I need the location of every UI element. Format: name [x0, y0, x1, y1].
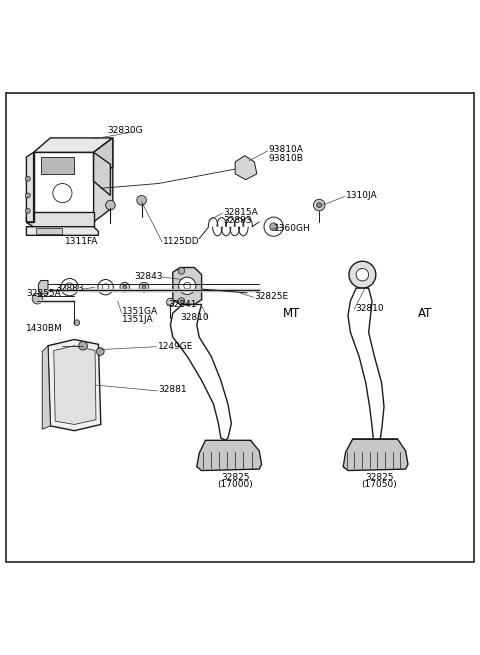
- Text: 1310JA: 1310JA: [346, 191, 377, 200]
- Circle shape: [53, 183, 72, 202]
- Text: 32830G: 32830G: [107, 126, 143, 135]
- Circle shape: [61, 278, 78, 296]
- Text: 32825: 32825: [221, 473, 250, 482]
- Polygon shape: [41, 157, 74, 174]
- Circle shape: [74, 320, 80, 326]
- Text: 93810A: 93810A: [269, 145, 304, 155]
- Circle shape: [96, 348, 104, 356]
- Circle shape: [137, 195, 146, 205]
- Circle shape: [106, 200, 115, 210]
- Circle shape: [79, 341, 87, 350]
- Polygon shape: [26, 212, 34, 222]
- Circle shape: [98, 280, 113, 295]
- Circle shape: [178, 298, 185, 305]
- Text: 32825E: 32825E: [254, 291, 288, 301]
- Polygon shape: [94, 138, 113, 181]
- Polygon shape: [26, 227, 98, 235]
- Polygon shape: [42, 346, 50, 429]
- Circle shape: [178, 267, 185, 274]
- Text: 32883: 32883: [55, 284, 84, 293]
- Polygon shape: [170, 305, 231, 440]
- Text: 1360GH: 1360GH: [274, 224, 311, 233]
- Polygon shape: [34, 153, 94, 222]
- Circle shape: [356, 269, 369, 281]
- Polygon shape: [94, 138, 113, 222]
- Text: 1125DD: 1125DD: [163, 236, 200, 246]
- Circle shape: [349, 261, 376, 288]
- Text: 32843: 32843: [135, 272, 163, 280]
- Polygon shape: [343, 439, 408, 470]
- Circle shape: [167, 298, 174, 306]
- Polygon shape: [197, 440, 262, 470]
- Circle shape: [25, 176, 30, 181]
- Text: 1351GA: 1351GA: [122, 307, 158, 316]
- Text: 1351JA: 1351JA: [122, 315, 154, 324]
- Polygon shape: [34, 138, 113, 153]
- Text: (17000): (17000): [217, 480, 253, 489]
- Polygon shape: [235, 156, 257, 179]
- Polygon shape: [36, 228, 62, 234]
- Text: 32883: 32883: [223, 216, 252, 225]
- Circle shape: [317, 202, 322, 208]
- Text: 32810: 32810: [180, 313, 209, 322]
- Circle shape: [25, 193, 30, 198]
- Text: 1249GE: 1249GE: [158, 342, 194, 351]
- Text: 93810B: 93810B: [269, 153, 304, 162]
- Circle shape: [270, 223, 277, 231]
- Text: 32841: 32841: [168, 300, 196, 309]
- Polygon shape: [26, 212, 94, 227]
- Text: 32810: 32810: [355, 304, 384, 313]
- Text: MT: MT: [283, 307, 300, 320]
- Circle shape: [142, 286, 146, 289]
- Polygon shape: [26, 153, 34, 222]
- Circle shape: [123, 286, 127, 289]
- Text: AT: AT: [418, 307, 432, 320]
- Polygon shape: [94, 153, 110, 195]
- Polygon shape: [54, 346, 96, 424]
- Circle shape: [25, 208, 30, 214]
- Polygon shape: [173, 267, 202, 305]
- Text: (17050): (17050): [361, 480, 397, 489]
- Text: 32881: 32881: [158, 385, 187, 394]
- Polygon shape: [38, 280, 48, 294]
- Text: 1430BM: 1430BM: [26, 324, 63, 333]
- Circle shape: [179, 277, 196, 294]
- Text: 32855A: 32855A: [26, 290, 61, 299]
- Circle shape: [32, 293, 43, 304]
- Circle shape: [313, 199, 325, 211]
- Text: 32825: 32825: [365, 473, 394, 482]
- Text: 1311FA: 1311FA: [65, 236, 98, 246]
- Circle shape: [139, 282, 149, 292]
- Text: 32815A: 32815A: [223, 208, 258, 217]
- Polygon shape: [348, 288, 384, 440]
- Circle shape: [264, 217, 283, 236]
- Circle shape: [120, 282, 130, 292]
- Polygon shape: [48, 339, 101, 431]
